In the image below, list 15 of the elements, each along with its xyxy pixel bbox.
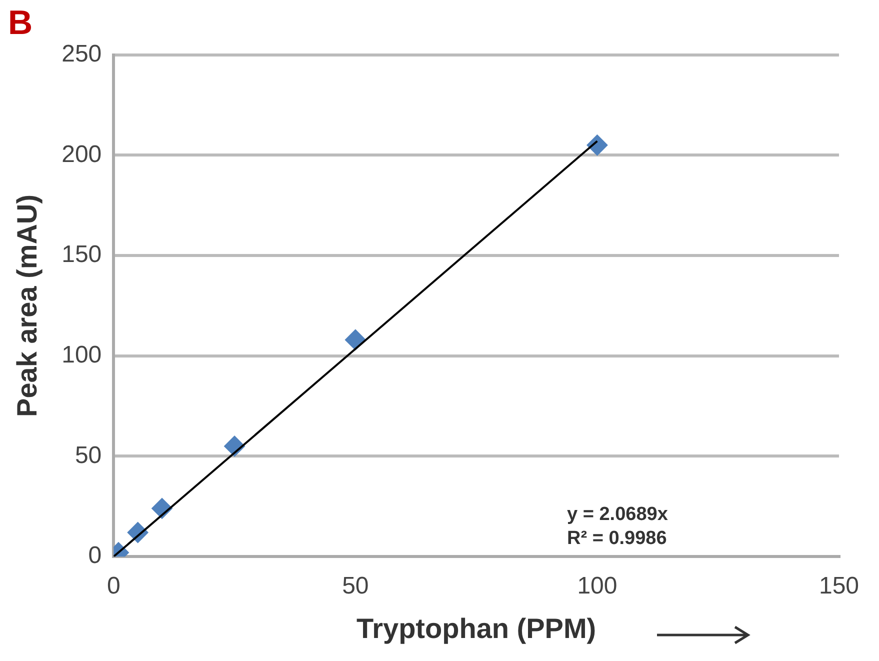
x-axis-title: Tryptophan (PPM)	[356, 612, 596, 644]
y-tick-label: 200	[62, 140, 102, 168]
annotation: y = 2.0689x	[567, 504, 668, 525]
x-tick-label: 100	[577, 572, 618, 600]
y-tick-label: 100	[62, 342, 102, 369]
x-tick-label: 50	[342, 572, 369, 600]
chart-title: B	[8, 4, 33, 42]
y-tick-label: 50	[74, 442, 102, 469]
x-tick-label: 0	[106, 572, 120, 600]
y-tick-label: 0	[88, 542, 102, 570]
y-axis-title: Peak area (mAU)	[12, 194, 43, 417]
annotation: R² = 0.9986	[567, 528, 667, 549]
y-tick-label: 150	[62, 241, 102, 268]
x-tick-label: 150	[818, 572, 860, 600]
y-tick-label: 250	[62, 40, 102, 68]
